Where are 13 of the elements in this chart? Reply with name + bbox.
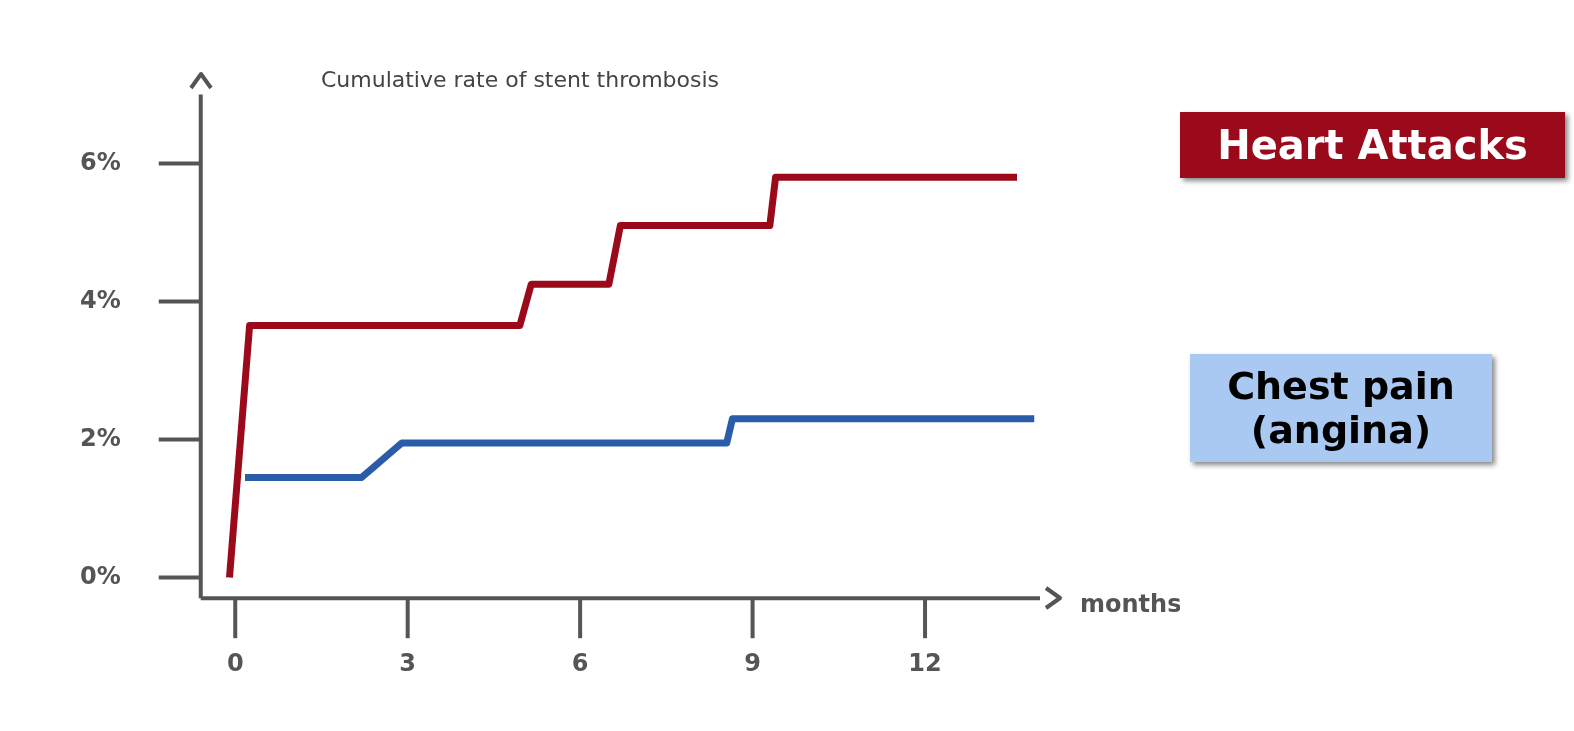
chart-title: Cumulative rate of stent thrombosis	[320, 66, 720, 92]
x-tick-label: 0	[226, 648, 244, 677]
x-tick-label: 9	[744, 648, 761, 677]
x-tick-label: 6	[571, 648, 589, 677]
x-tick-label: 3	[399, 648, 417, 677]
text: Heart Attacks	[1180, 112, 1565, 178]
x-tick-label: 12	[908, 648, 942, 677]
y-tick-label: 6%	[80, 147, 121, 176]
y-tick-label: 0%	[80, 561, 121, 590]
y-tick-label: 2%	[80, 423, 121, 452]
x-axis-title: months	[1080, 590, 1182, 619]
y-tick-label: 4%	[80, 285, 121, 314]
text: Chest pain (angina)	[1190, 354, 1492, 462]
